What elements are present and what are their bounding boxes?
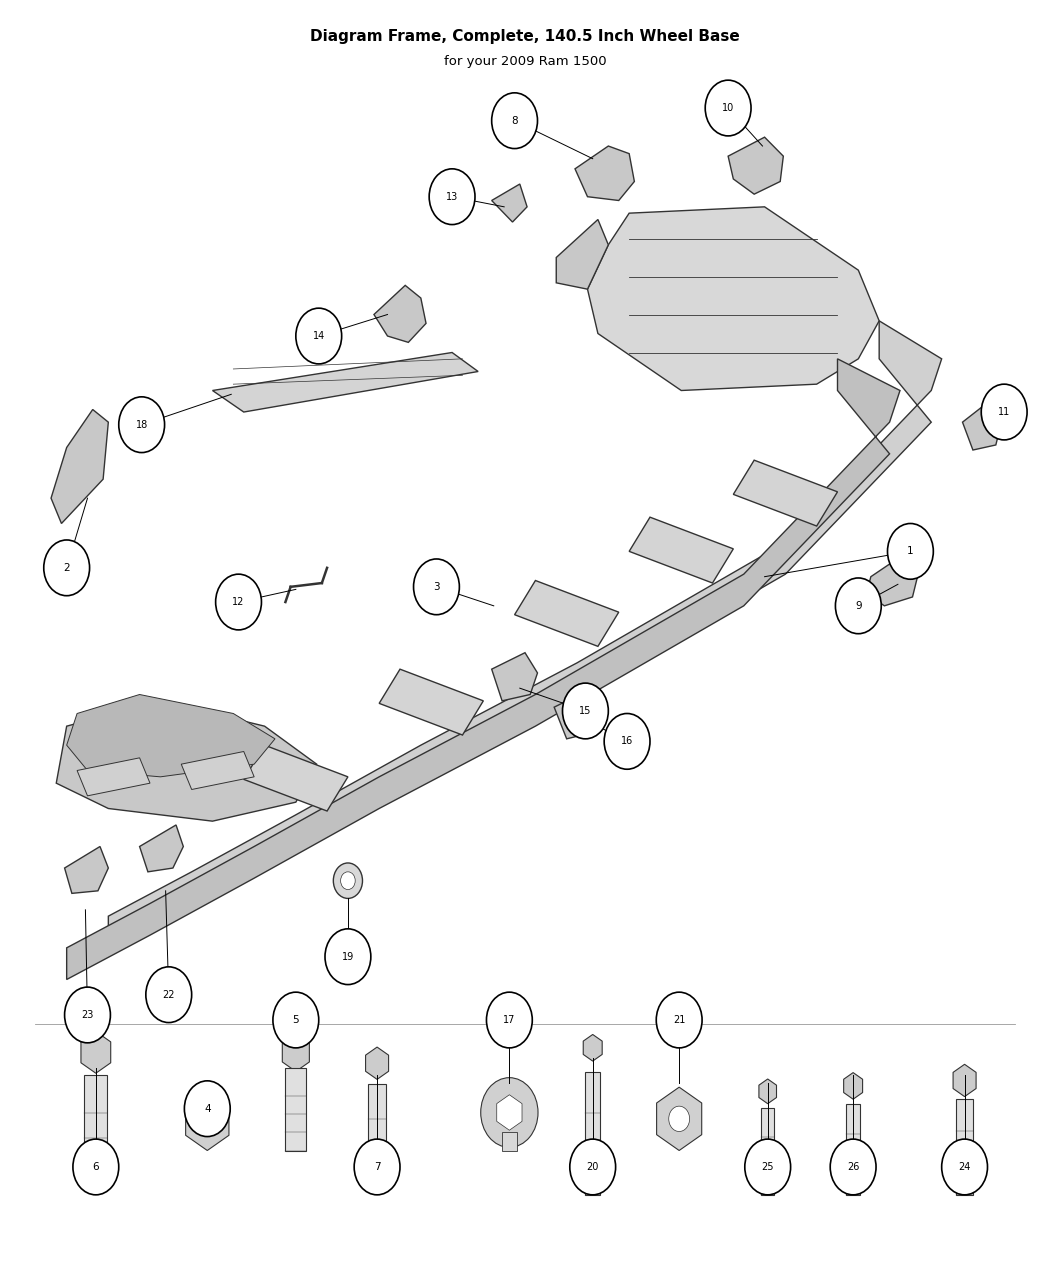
Text: 10: 10	[722, 103, 734, 113]
Circle shape	[491, 93, 538, 149]
Bar	[846, 1104, 860, 1195]
Circle shape	[563, 683, 608, 738]
Polygon shape	[374, 286, 426, 343]
Text: 13: 13	[446, 191, 458, 201]
Text: 8: 8	[511, 116, 518, 126]
Circle shape	[340, 872, 355, 890]
Bar	[956, 1099, 973, 1195]
Text: 24: 24	[959, 1162, 971, 1172]
Text: 25: 25	[761, 1162, 774, 1172]
Circle shape	[44, 541, 89, 595]
Text: 4: 4	[204, 1104, 211, 1113]
Text: 12: 12	[232, 597, 245, 607]
Circle shape	[72, 1139, 119, 1195]
Polygon shape	[491, 653, 538, 701]
Polygon shape	[140, 825, 184, 872]
Bar	[502, 1131, 518, 1150]
Circle shape	[486, 992, 532, 1048]
Polygon shape	[108, 321, 942, 947]
Polygon shape	[491, 184, 527, 222]
Text: 11: 11	[999, 407, 1010, 417]
Circle shape	[296, 309, 341, 363]
Polygon shape	[212, 352, 478, 412]
Text: 2: 2	[63, 562, 70, 572]
Circle shape	[119, 397, 165, 453]
Text: 20: 20	[587, 1162, 598, 1172]
Circle shape	[887, 524, 933, 579]
Circle shape	[65, 987, 110, 1043]
Bar	[369, 1084, 386, 1188]
Circle shape	[481, 1077, 538, 1148]
Polygon shape	[379, 669, 483, 734]
Circle shape	[942, 1139, 987, 1195]
Circle shape	[744, 1139, 791, 1195]
Polygon shape	[65, 847, 108, 894]
Polygon shape	[728, 138, 783, 194]
Polygon shape	[51, 409, 108, 524]
Circle shape	[570, 1139, 615, 1195]
Circle shape	[982, 384, 1027, 440]
Circle shape	[197, 1108, 217, 1132]
Polygon shape	[77, 757, 150, 796]
Text: 26: 26	[847, 1162, 859, 1172]
Text: 14: 14	[313, 332, 324, 340]
Polygon shape	[66, 358, 900, 979]
Circle shape	[273, 992, 319, 1048]
Polygon shape	[866, 551, 919, 606]
Text: 22: 22	[163, 989, 175, 1000]
Circle shape	[185, 1081, 230, 1136]
Bar	[761, 1108, 775, 1195]
Circle shape	[326, 928, 371, 984]
Polygon shape	[182, 751, 254, 789]
Text: 7: 7	[374, 1162, 380, 1172]
Text: 21: 21	[673, 1015, 686, 1025]
Polygon shape	[57, 701, 317, 821]
Polygon shape	[588, 207, 879, 390]
Text: Diagram Frame, Complete, 140.5 Inch Wheel Base: Diagram Frame, Complete, 140.5 Inch Whee…	[310, 29, 740, 45]
Polygon shape	[963, 399, 1002, 450]
Text: 5: 5	[293, 1015, 299, 1025]
Text: 18: 18	[135, 419, 148, 430]
Circle shape	[414, 558, 460, 615]
Polygon shape	[733, 460, 838, 527]
Text: 15: 15	[580, 706, 591, 717]
Polygon shape	[554, 691, 600, 738]
Circle shape	[429, 168, 475, 224]
Circle shape	[831, 1139, 876, 1195]
Polygon shape	[556, 219, 608, 289]
Text: 16: 16	[621, 737, 633, 746]
Polygon shape	[575, 147, 634, 200]
Text: 19: 19	[342, 951, 354, 961]
Text: 23: 23	[81, 1010, 93, 1020]
Circle shape	[836, 578, 881, 634]
Circle shape	[354, 1139, 400, 1195]
Text: 3: 3	[434, 581, 440, 592]
Circle shape	[604, 714, 650, 769]
Text: for your 2009 Ram 1500: for your 2009 Ram 1500	[444, 55, 606, 68]
Circle shape	[333, 863, 362, 899]
Polygon shape	[244, 745, 348, 811]
Circle shape	[215, 574, 261, 630]
Text: 9: 9	[855, 601, 862, 611]
Circle shape	[656, 992, 702, 1048]
Circle shape	[669, 1107, 690, 1131]
Bar	[286, 1068, 307, 1150]
Polygon shape	[514, 580, 618, 646]
Text: 17: 17	[503, 1015, 516, 1025]
Bar	[84, 1075, 107, 1188]
Text: 6: 6	[92, 1162, 99, 1172]
Text: 1: 1	[907, 547, 914, 556]
Polygon shape	[629, 518, 733, 583]
Bar	[586, 1072, 600, 1195]
Circle shape	[146, 966, 192, 1023]
Circle shape	[706, 80, 751, 136]
Polygon shape	[66, 695, 275, 776]
